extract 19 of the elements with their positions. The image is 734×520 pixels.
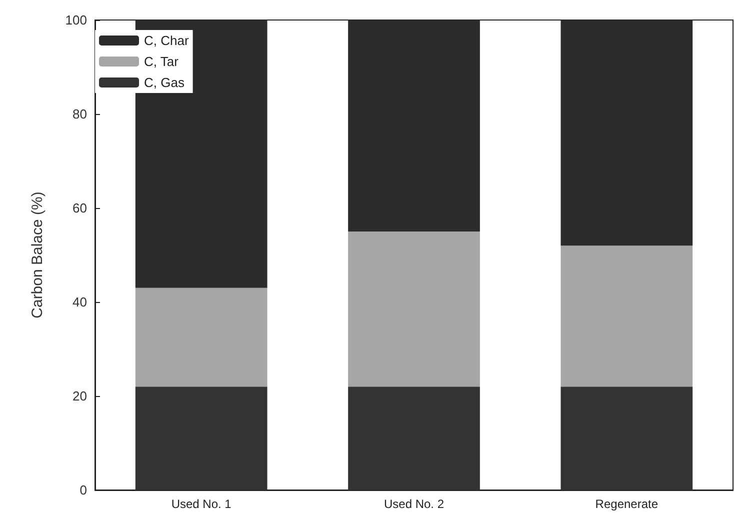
legend-label: C, Tar	[144, 54, 180, 69]
y-tick-label: 100	[65, 12, 87, 28]
y-tick-label: 0	[80, 482, 87, 498]
x-tick-label: Regenerate	[595, 497, 658, 511]
y-tick-label: 20	[72, 388, 87, 404]
bar	[560, 246, 693, 387]
bar	[135, 288, 268, 387]
bar	[135, 386, 268, 490]
y-tick-label: 80	[72, 106, 87, 122]
bar	[560, 386, 693, 490]
legend-label: C, Char	[144, 33, 190, 48]
y-tick-label: 60	[72, 200, 87, 216]
bar	[348, 386, 480, 490]
y-axis-title: Carbon Balace (%)	[29, 192, 46, 318]
y-tick-label: 40	[72, 294, 87, 310]
x-tick-label: Used No. 1	[171, 497, 232, 511]
legend-label: C, Gas	[144, 75, 185, 90]
x-tick-label: Used No. 2	[384, 497, 444, 511]
bar	[348, 232, 480, 387]
